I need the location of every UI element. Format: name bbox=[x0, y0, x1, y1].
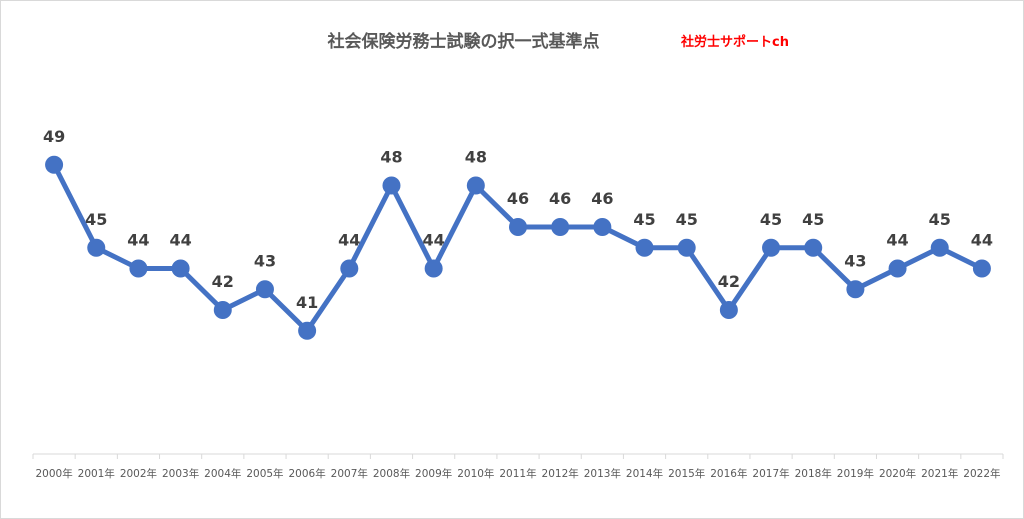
data-label: 45 bbox=[676, 210, 698, 229]
series-layer bbox=[45, 155, 991, 340]
x-axis-ticks bbox=[32, 454, 1004, 459]
data-point bbox=[593, 218, 612, 236]
data-label: 43 bbox=[844, 251, 866, 270]
x-tick-label: 2000年 bbox=[35, 467, 72, 480]
data-point bbox=[340, 259, 359, 278]
data-point bbox=[298, 321, 317, 340]
x-tick-label: 2010年 bbox=[457, 467, 494, 480]
data-point bbox=[171, 259, 190, 278]
x-tick-label: 2022年 bbox=[963, 467, 1000, 480]
data-label: 44 bbox=[886, 231, 908, 250]
x-tick-label: 2004年 bbox=[204, 467, 241, 480]
data-label: 45 bbox=[633, 210, 655, 229]
data-label: 46 bbox=[549, 189, 571, 208]
data-point bbox=[45, 155, 64, 174]
data-label: 45 bbox=[760, 210, 782, 229]
data-label: 41 bbox=[296, 293, 318, 312]
x-tick-label: 2001年 bbox=[78, 467, 115, 480]
data-label: 44 bbox=[423, 231, 445, 250]
data-label: 49 bbox=[43, 127, 65, 146]
data-point bbox=[677, 238, 696, 257]
x-tick-label: 2015年 bbox=[668, 467, 705, 480]
x-tick-labels-layer: 2000年 2001年 2002年 2003年 2004年 2005年 2006年 2007年… bbox=[35, 467, 1000, 480]
data-label: 42 bbox=[718, 272, 740, 291]
data-label: 44 bbox=[169, 231, 191, 250]
x-tick-label: 2005年 bbox=[246, 467, 283, 480]
x-tick-label: 2016年 bbox=[710, 467, 747, 480]
data-point bbox=[255, 280, 274, 299]
data-point bbox=[509, 218, 527, 236]
x-tick-label: 2006年 bbox=[289, 467, 326, 480]
data-point bbox=[213, 301, 232, 319]
chart-title: 社会保険労務士試験の択一式基準点 bbox=[327, 32, 600, 52]
data-label: 45 bbox=[929, 210, 951, 229]
x-tick-label: 2009年 bbox=[415, 467, 452, 480]
x-tick-label: 2020年 bbox=[879, 467, 916, 480]
x-tick-label: 2013年 bbox=[584, 467, 621, 480]
data-label: 48 bbox=[465, 148, 487, 167]
x-tick-label: 2014年 bbox=[626, 467, 663, 480]
data-point bbox=[635, 238, 654, 257]
data-label: 44 bbox=[338, 231, 360, 250]
data-point bbox=[888, 259, 907, 278]
data-label: 46 bbox=[507, 189, 529, 208]
data-point bbox=[466, 176, 485, 195]
data-point bbox=[972, 259, 991, 278]
data-point bbox=[719, 301, 738, 319]
data-point bbox=[87, 238, 106, 257]
data-label: 44 bbox=[971, 231, 993, 250]
data-point bbox=[846, 280, 865, 299]
x-tick-label: 2003年 bbox=[162, 467, 199, 480]
data-label: 46 bbox=[591, 189, 613, 208]
x-tick-label: 2021年 bbox=[921, 467, 958, 480]
data-label: 42 bbox=[212, 272, 234, 291]
data-labels-layer: 49 45 44 44 42 43 41 44 48 44 48 46 46 46 45 45 42 45 45 43… bbox=[43, 127, 993, 312]
data-point bbox=[424, 259, 443, 278]
data-label: 48 bbox=[380, 148, 402, 167]
data-label: 44 bbox=[127, 231, 149, 250]
x-tick-label: 2011年 bbox=[499, 467, 536, 480]
data-point bbox=[382, 176, 401, 195]
x-tick-label: 2018年 bbox=[795, 467, 832, 480]
x-tick-label: 2017年 bbox=[752, 467, 789, 480]
x-tick-label: 2007年 bbox=[331, 467, 368, 480]
data-point bbox=[804, 238, 823, 257]
x-tick-label: 2019年 bbox=[837, 467, 874, 480]
brand-annotation: 社労士サポートch bbox=[681, 35, 789, 50]
data-label: 43 bbox=[254, 251, 276, 270]
data-point bbox=[762, 238, 781, 257]
data-point bbox=[551, 218, 570, 236]
x-tick-label: 2002年 bbox=[120, 467, 157, 480]
data-label: 45 bbox=[85, 210, 107, 229]
x-tick-label: 2008年 bbox=[373, 467, 410, 480]
data-point bbox=[930, 238, 949, 257]
data-label: 45 bbox=[802, 210, 824, 229]
data-point bbox=[129, 259, 148, 278]
x-tick-label: 2012年 bbox=[542, 467, 579, 480]
